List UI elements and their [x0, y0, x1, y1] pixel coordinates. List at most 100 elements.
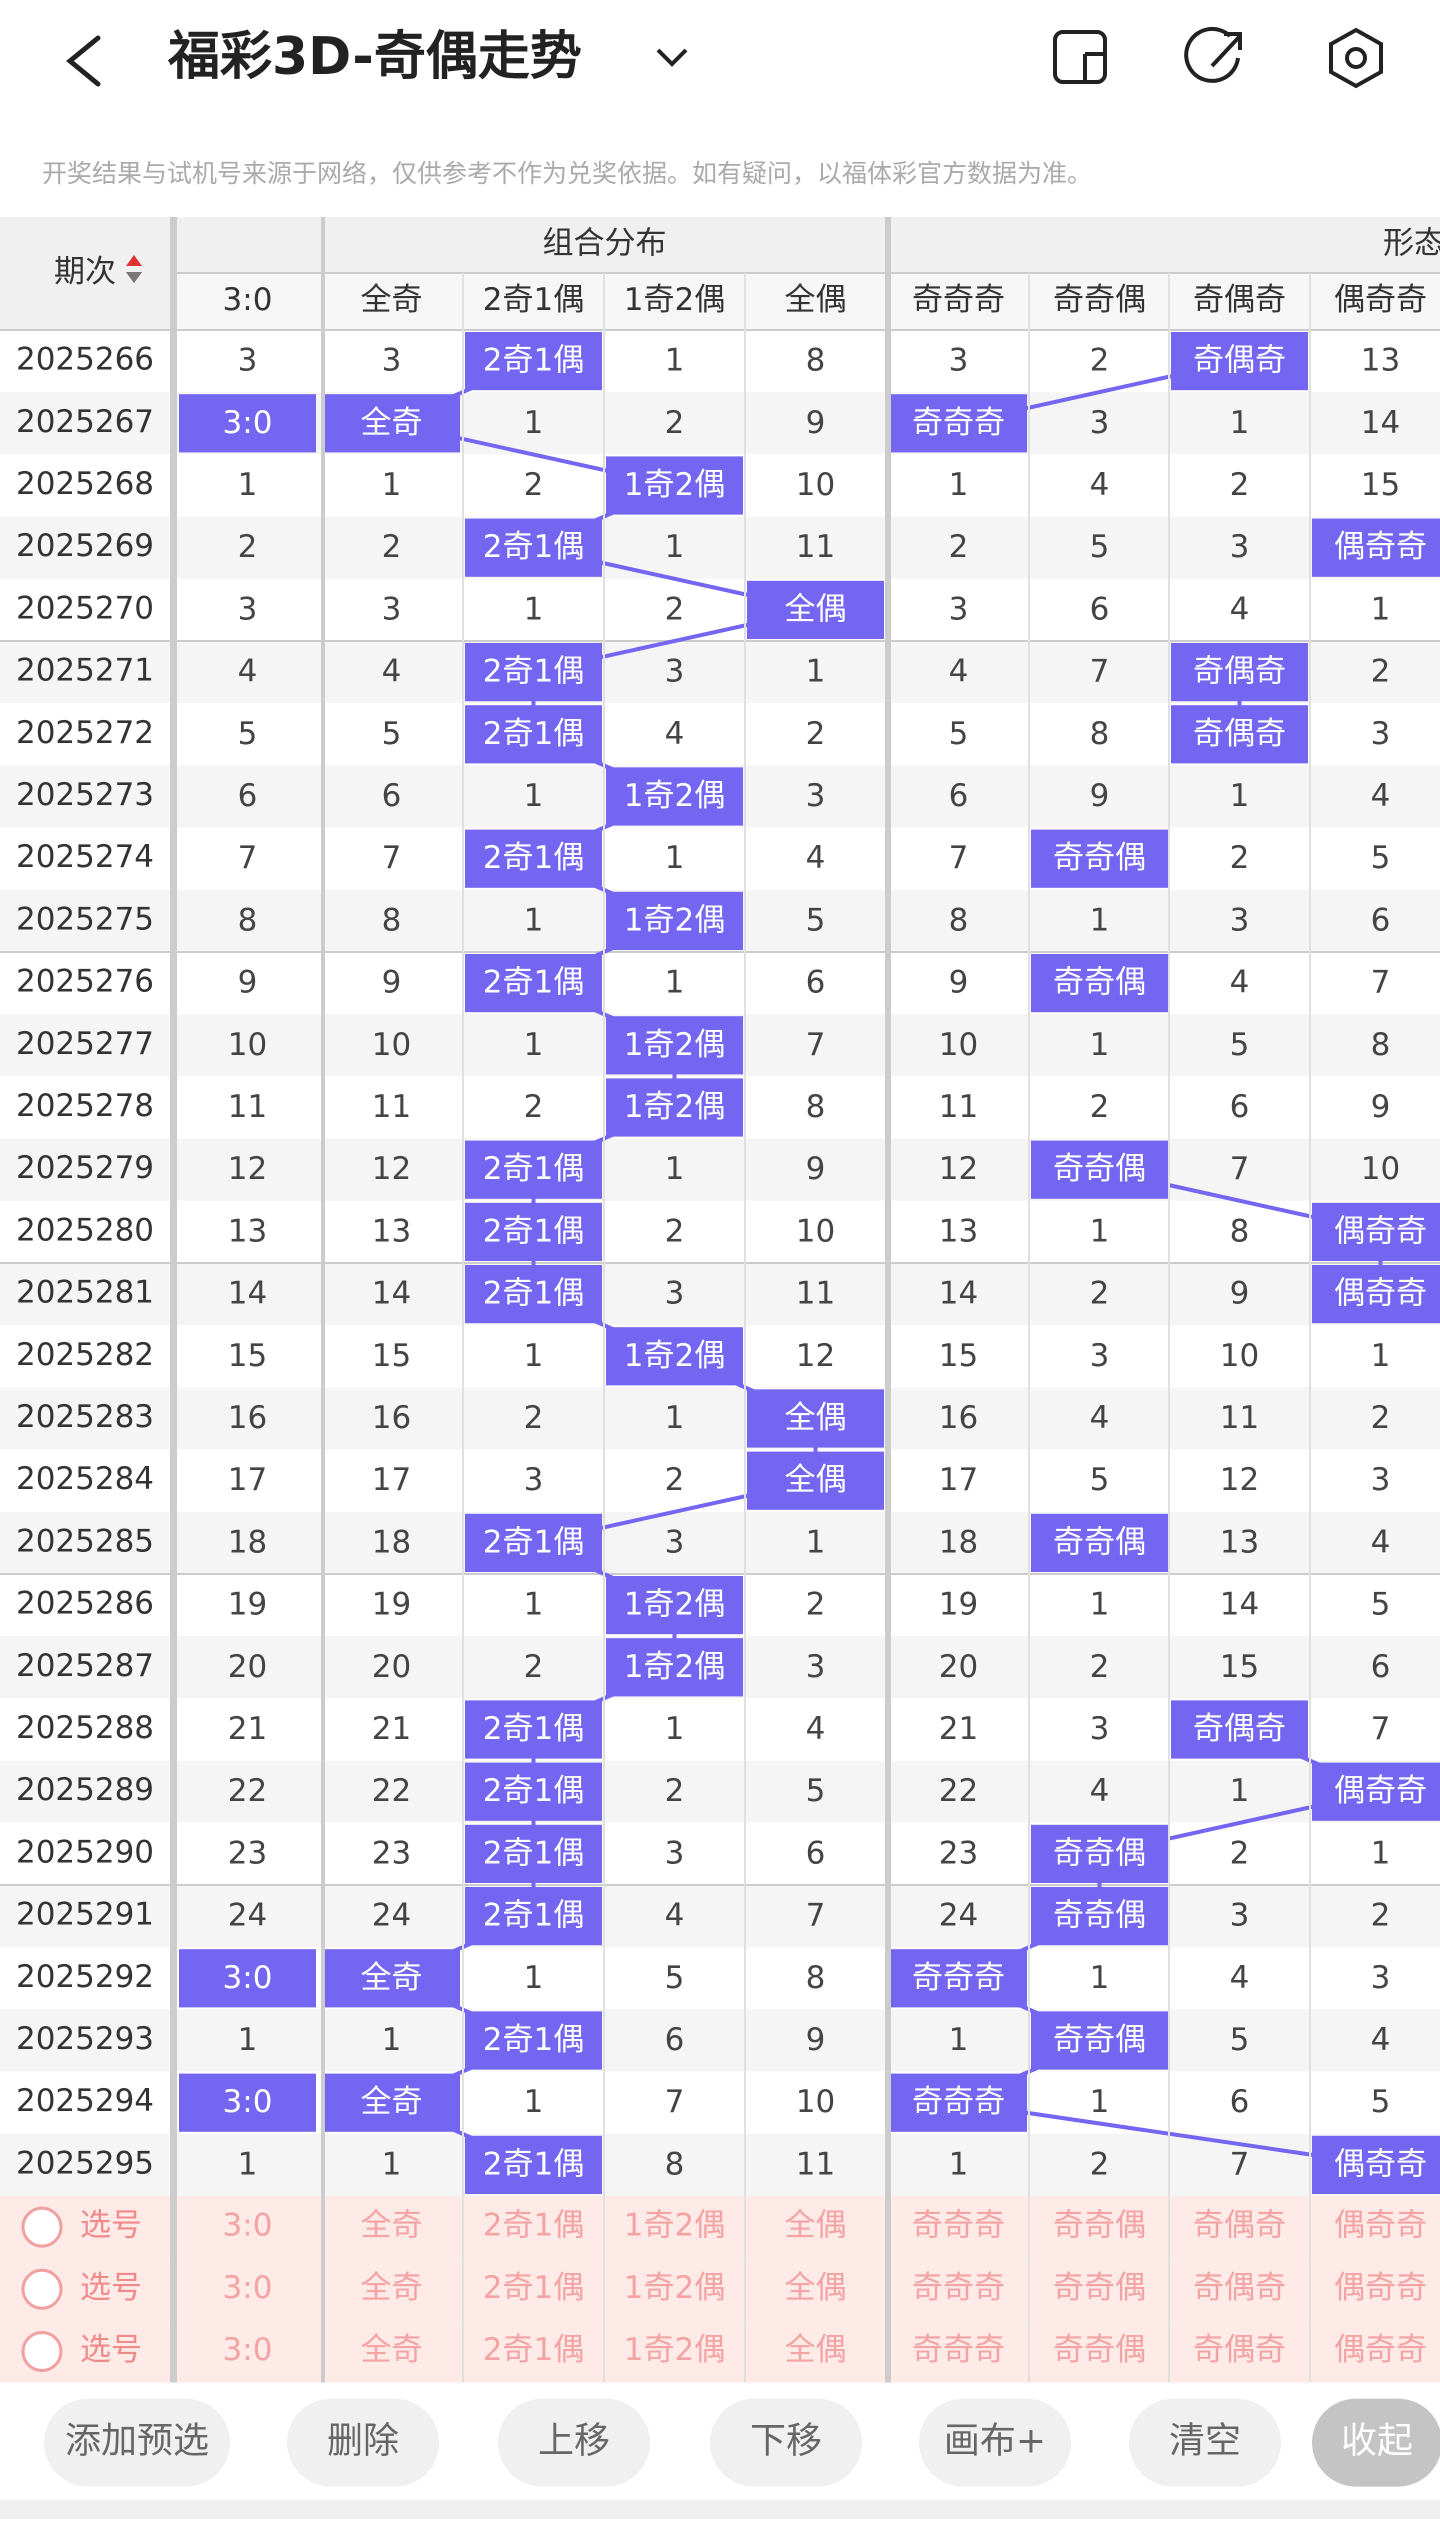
- select-option[interactable]: 奇偶奇: [1193, 2332, 1286, 2368]
- miss-count: 9: [949, 965, 969, 1001]
- select-option[interactable]: 奇偶奇: [1193, 2208, 1286, 2244]
- toolbar-button[interactable]: [498, 2398, 650, 2487]
- hit-label: 全偶: [785, 1462, 847, 1498]
- miss-count: 4: [949, 654, 969, 690]
- toolbar-button-label[interactable]: 上移: [538, 2421, 610, 2462]
- device-icon[interactable]: [1053, 30, 1107, 84]
- hit-cell: [1031, 2011, 1168, 2070]
- select-option[interactable]: 奇奇奇: [912, 2332, 1005, 2368]
- toolbar-button[interactable]: [710, 2398, 862, 2487]
- hit-label: 2奇1偶: [483, 1524, 584, 1560]
- select-option[interactable]: 全奇: [361, 2270, 423, 2306]
- miss-count: 3: [1090, 1711, 1110, 1747]
- select-option[interactable]: 全偶: [785, 2332, 847, 2368]
- toolbar-button[interactable]: [44, 2398, 230, 2487]
- miss-count: 1: [524, 405, 544, 441]
- miss-count: 11: [796, 1276, 835, 1312]
- miss-count: 1: [1090, 1587, 1110, 1623]
- toolbar-button-label[interactable]: 收起: [1341, 2421, 1413, 2462]
- select-option[interactable]: 奇奇偶: [1053, 2208, 1146, 2244]
- select-option[interactable]: 2奇1偶: [483, 2208, 584, 2244]
- select-option[interactable]: 奇奇偶: [1053, 2270, 1146, 2306]
- hit-label: 2奇1偶: [483, 1711, 584, 1747]
- toolbar-button[interactable]: [1312, 2398, 1440, 2487]
- miss-count: 1: [238, 2146, 258, 2182]
- hit-label: 1奇2偶: [624, 1649, 725, 1685]
- hit-label: 1奇2偶: [624, 1089, 725, 1125]
- miss-count: 2: [1371, 654, 1391, 690]
- select-option[interactable]: 奇奇奇: [912, 2208, 1005, 2244]
- top-bar: [0, 0, 1440, 217]
- select-option[interactable]: 奇奇偶: [1053, 2332, 1146, 2368]
- hit-label: 2奇1偶: [483, 343, 584, 379]
- toolbar-button-label[interactable]: 清空: [1169, 2421, 1241, 2462]
- select-option[interactable]: 1奇2偶: [624, 2208, 725, 2244]
- toolbar-button-label[interactable]: 下移: [750, 2421, 822, 2462]
- period-header[interactable]: 期次: [54, 254, 116, 290]
- miss-count: 2: [1090, 2146, 1110, 2182]
- hit-cell: [747, 580, 884, 639]
- group-header: 形态: [1383, 226, 1440, 262]
- hit-label: 2奇1偶: [483, 2022, 584, 2058]
- miss-count: 3: [665, 1276, 685, 1312]
- row-bg: [0, 827, 1440, 890]
- select-label: 选号: [80, 2270, 142, 2306]
- miss-count: 7: [1230, 1151, 1250, 1187]
- miss-count: 7: [1090, 654, 1110, 690]
- miss-count: 3: [665, 1835, 685, 1871]
- toolbar-button-label[interactable]: 添加预选: [65, 2421, 209, 2462]
- miss-count: 22: [228, 1773, 267, 1809]
- miss-count: 5: [382, 716, 402, 752]
- select-radio[interactable]: [21, 2268, 63, 2310]
- select-option[interactable]: 2奇1偶: [483, 2270, 584, 2306]
- share-icon[interactable]: [1184, 26, 1242, 83]
- hit-label: 2奇1偶: [483, 1773, 584, 1809]
- title-dropdown[interactable]: [656, 48, 688, 67]
- miss-count: 2: [1090, 1276, 1110, 1312]
- select-option[interactable]: 3:0: [223, 2332, 273, 2368]
- miss-count: 11: [796, 2146, 835, 2182]
- hit-cell: [1031, 1824, 1168, 1883]
- miss-count: 2: [949, 529, 969, 565]
- miss-count: 2: [665, 405, 685, 441]
- select-option[interactable]: 偶奇奇: [1334, 2208, 1427, 2244]
- select-option[interactable]: 1奇2偶: [624, 2332, 725, 2368]
- hit-label: 偶奇奇: [1334, 1276, 1427, 1312]
- miss-count: 12: [372, 1151, 411, 1187]
- hit-cell: [1031, 1140, 1168, 1199]
- select-option[interactable]: 3:0: [223, 2208, 273, 2244]
- row-bg: [0, 1200, 1440, 1263]
- select-option[interactable]: 偶奇奇: [1334, 2332, 1427, 2368]
- toolbar-button-label[interactable]: 删除: [327, 2421, 399, 2462]
- column-separator: [321, 217, 325, 2383]
- settings-icon[interactable]: [1329, 27, 1383, 89]
- select-option[interactable]: 3:0: [223, 2270, 273, 2306]
- back-button[interactable]: [66, 35, 101, 87]
- select-option[interactable]: 奇偶奇: [1193, 2270, 1286, 2306]
- miss-count: 3: [665, 1524, 685, 1560]
- toolbar-button[interactable]: [287, 2398, 439, 2487]
- select-option[interactable]: 奇奇奇: [912, 2270, 1005, 2306]
- select-option[interactable]: 2奇1偶: [483, 2332, 584, 2368]
- select-radio[interactable]: [21, 2206, 63, 2248]
- hit-cell: [465, 954, 602, 1013]
- select-option[interactable]: 全奇: [361, 2332, 423, 2368]
- hit-cell: [1031, 829, 1168, 888]
- miss-count: 5: [1230, 2022, 1250, 2058]
- miss-count: 3: [1371, 716, 1391, 752]
- select-option[interactable]: 全偶: [785, 2270, 847, 2306]
- toolbar-button[interactable]: [919, 2398, 1071, 2487]
- select-option[interactable]: 1奇2偶: [624, 2270, 725, 2306]
- column-header: 奇偶奇: [1193, 282, 1286, 318]
- miss-count: 10: [372, 1027, 411, 1063]
- hit-cell: [1312, 518, 1440, 577]
- select-option[interactable]: 全奇: [361, 2208, 423, 2244]
- toolbar-button[interactable]: [1129, 2398, 1281, 2487]
- miss-count: 10: [1220, 1338, 1259, 1374]
- select-option[interactable]: 偶奇奇: [1334, 2270, 1427, 2306]
- select-option[interactable]: 全偶: [785, 2208, 847, 2244]
- toolbar-button-label[interactable]: 画布+: [944, 2421, 1046, 2462]
- select-row-bg: [0, 2258, 1440, 2321]
- select-radio[interactable]: [21, 2331, 63, 2372]
